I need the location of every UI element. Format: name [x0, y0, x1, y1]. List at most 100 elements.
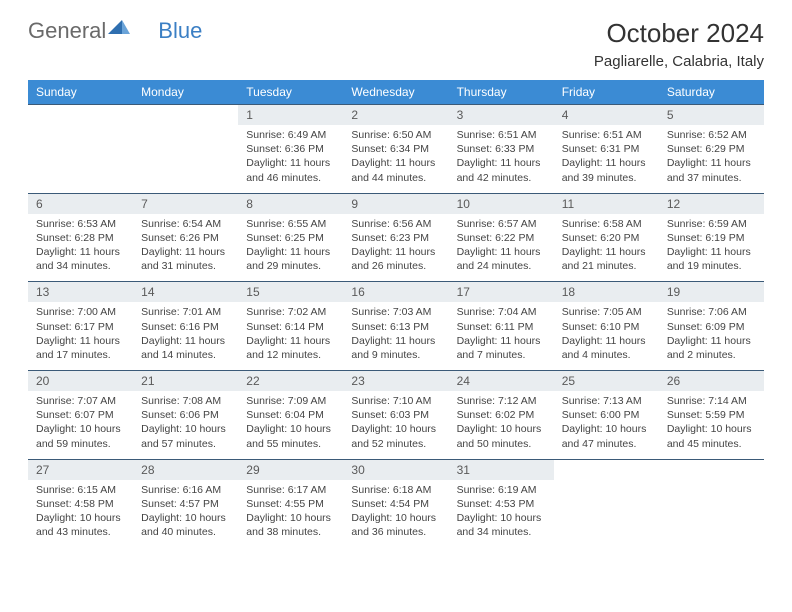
- sunrise-text: Sunrise: 6:59 AM: [667, 217, 756, 231]
- sunrise-text: Sunrise: 6:51 AM: [562, 128, 651, 142]
- daylight-text: Daylight: 11 hours and 29 minutes.: [246, 245, 335, 273]
- sunset-text: Sunset: 6:34 PM: [351, 142, 440, 156]
- daylight-text: Daylight: 10 hours and 59 minutes.: [36, 422, 125, 450]
- sunset-text: Sunset: 6:06 PM: [141, 408, 230, 422]
- day-number-cell: [133, 105, 238, 126]
- sunrise-text: Sunrise: 6:57 AM: [457, 217, 546, 231]
- sunset-text: Sunset: 6:17 PM: [36, 320, 125, 334]
- daylight-text: Daylight: 10 hours and 43 minutes.: [36, 511, 125, 539]
- day-content-cell: Sunrise: 6:53 AMSunset: 6:28 PMDaylight:…: [28, 214, 133, 282]
- day-content-cell: Sunrise: 6:15 AMSunset: 4:58 PMDaylight:…: [28, 480, 133, 548]
- daylight-text: Daylight: 11 hours and 12 minutes.: [246, 334, 335, 362]
- sunset-text: Sunset: 6:22 PM: [457, 231, 546, 245]
- sunset-text: Sunset: 4:58 PM: [36, 497, 125, 511]
- location-text: Pagliarelle, Calabria, Italy: [594, 53, 764, 70]
- daylight-text: Daylight: 11 hours and 4 minutes.: [562, 334, 651, 362]
- day-content-cell: Sunrise: 6:56 AMSunset: 6:23 PMDaylight:…: [343, 214, 448, 282]
- day-content-cell: [133, 125, 238, 193]
- day-content-cell: Sunrise: 7:04 AMSunset: 6:11 PMDaylight:…: [449, 302, 554, 370]
- sunset-text: Sunset: 6:29 PM: [667, 142, 756, 156]
- sunrise-text: Sunrise: 6:49 AM: [246, 128, 335, 142]
- sunset-text: Sunset: 6:07 PM: [36, 408, 125, 422]
- sunrise-text: Sunrise: 6:51 AM: [457, 128, 546, 142]
- weekday-header: Tuesday: [238, 80, 343, 105]
- day-content-cell: Sunrise: 7:02 AMSunset: 6:14 PMDaylight:…: [238, 302, 343, 370]
- sunset-text: Sunset: 6:28 PM: [36, 231, 125, 245]
- sunset-text: Sunset: 6:04 PM: [246, 408, 335, 422]
- sunrise-text: Sunrise: 7:09 AM: [246, 394, 335, 408]
- day-number-cell: 2: [343, 105, 448, 126]
- daylight-text: Daylight: 11 hours and 42 minutes.: [457, 156, 546, 184]
- sunrise-text: Sunrise: 7:07 AM: [36, 394, 125, 408]
- day-number-cell: 12: [659, 193, 764, 214]
- daylight-text: Daylight: 11 hours and 14 minutes.: [141, 334, 230, 362]
- sunrise-text: Sunrise: 7:02 AM: [246, 305, 335, 319]
- sunset-text: Sunset: 6:14 PM: [246, 320, 335, 334]
- sunset-text: Sunset: 6:16 PM: [141, 320, 230, 334]
- daylight-text: Daylight: 10 hours and 55 minutes.: [246, 422, 335, 450]
- day-content-cell: Sunrise: 7:13 AMSunset: 6:00 PMDaylight:…: [554, 391, 659, 459]
- day-number-cell: 7: [133, 193, 238, 214]
- daylight-text: Daylight: 11 hours and 37 minutes.: [667, 156, 756, 184]
- logo-mark-icon: [108, 18, 130, 44]
- day-number-cell: [554, 459, 659, 480]
- daylight-text: Daylight: 11 hours and 9 minutes.: [351, 334, 440, 362]
- day-number-cell: [659, 459, 764, 480]
- daylight-text: Daylight: 10 hours and 57 minutes.: [141, 422, 230, 450]
- sunrise-text: Sunrise: 6:58 AM: [562, 217, 651, 231]
- sunrise-text: Sunrise: 7:13 AM: [562, 394, 651, 408]
- sunrise-text: Sunrise: 7:12 AM: [457, 394, 546, 408]
- day-number-cell: 1: [238, 105, 343, 126]
- page-title: October 2024: [594, 18, 764, 49]
- daylight-text: Daylight: 10 hours and 45 minutes.: [667, 422, 756, 450]
- daylight-text: Daylight: 10 hours and 36 minutes.: [351, 511, 440, 539]
- day-content-cell: Sunrise: 6:51 AMSunset: 6:33 PMDaylight:…: [449, 125, 554, 193]
- day-content-cell: Sunrise: 6:58 AMSunset: 6:20 PMDaylight:…: [554, 214, 659, 282]
- logo: General Blue: [28, 18, 202, 44]
- sunset-text: Sunset: 6:20 PM: [562, 231, 651, 245]
- sunrise-text: Sunrise: 7:05 AM: [562, 305, 651, 319]
- day-content-cell: Sunrise: 6:16 AMSunset: 4:57 PMDaylight:…: [133, 480, 238, 548]
- sunset-text: Sunset: 6:19 PM: [667, 231, 756, 245]
- sunset-text: Sunset: 6:23 PM: [351, 231, 440, 245]
- logo-text-blue: Blue: [158, 18, 202, 44]
- sunrise-text: Sunrise: 6:53 AM: [36, 217, 125, 231]
- daylight-text: Daylight: 11 hours and 2 minutes.: [667, 334, 756, 362]
- daylight-text: Daylight: 11 hours and 24 minutes.: [457, 245, 546, 273]
- sunrise-text: Sunrise: 6:15 AM: [36, 483, 125, 497]
- sunset-text: Sunset: 6:09 PM: [667, 320, 756, 334]
- sunset-text: Sunset: 4:57 PM: [141, 497, 230, 511]
- weekday-header: Sunday: [28, 80, 133, 105]
- day-content-cell: Sunrise: 6:49 AMSunset: 6:36 PMDaylight:…: [238, 125, 343, 193]
- day-number-cell: 11: [554, 193, 659, 214]
- day-content-cell: [659, 480, 764, 548]
- sunset-text: Sunset: 4:55 PM: [246, 497, 335, 511]
- day-content-row: Sunrise: 7:07 AMSunset: 6:07 PMDaylight:…: [28, 391, 764, 459]
- day-content-cell: Sunrise: 6:59 AMSunset: 6:19 PMDaylight:…: [659, 214, 764, 282]
- daylight-text: Daylight: 10 hours and 50 minutes.: [457, 422, 546, 450]
- day-number-cell: 26: [659, 371, 764, 392]
- sunrise-text: Sunrise: 7:10 AM: [351, 394, 440, 408]
- daylight-text: Daylight: 11 hours and 26 minutes.: [351, 245, 440, 273]
- day-number-cell: 25: [554, 371, 659, 392]
- sunrise-text: Sunrise: 7:06 AM: [667, 305, 756, 319]
- daylight-text: Daylight: 10 hours and 47 minutes.: [562, 422, 651, 450]
- daylight-text: Daylight: 11 hours and 31 minutes.: [141, 245, 230, 273]
- day-number-cell: 5: [659, 105, 764, 126]
- sunset-text: Sunset: 6:31 PM: [562, 142, 651, 156]
- weekday-header: Friday: [554, 80, 659, 105]
- day-content-cell: Sunrise: 6:19 AMSunset: 4:53 PMDaylight:…: [449, 480, 554, 548]
- logo-text-general: General: [28, 18, 106, 44]
- day-number-cell: 14: [133, 282, 238, 303]
- daylight-text: Daylight: 11 hours and 34 minutes.: [36, 245, 125, 273]
- day-number-cell: 23: [343, 371, 448, 392]
- day-number-cell: 8: [238, 193, 343, 214]
- sunset-text: Sunset: 6:33 PM: [457, 142, 546, 156]
- sunset-text: Sunset: 6:26 PM: [141, 231, 230, 245]
- weekday-header-row: Sunday Monday Tuesday Wednesday Thursday…: [28, 80, 764, 105]
- day-number-cell: 13: [28, 282, 133, 303]
- day-number-cell: 21: [133, 371, 238, 392]
- sunrise-text: Sunrise: 7:00 AM: [36, 305, 125, 319]
- day-number-cell: [28, 105, 133, 126]
- day-content-cell: Sunrise: 7:12 AMSunset: 6:02 PMDaylight:…: [449, 391, 554, 459]
